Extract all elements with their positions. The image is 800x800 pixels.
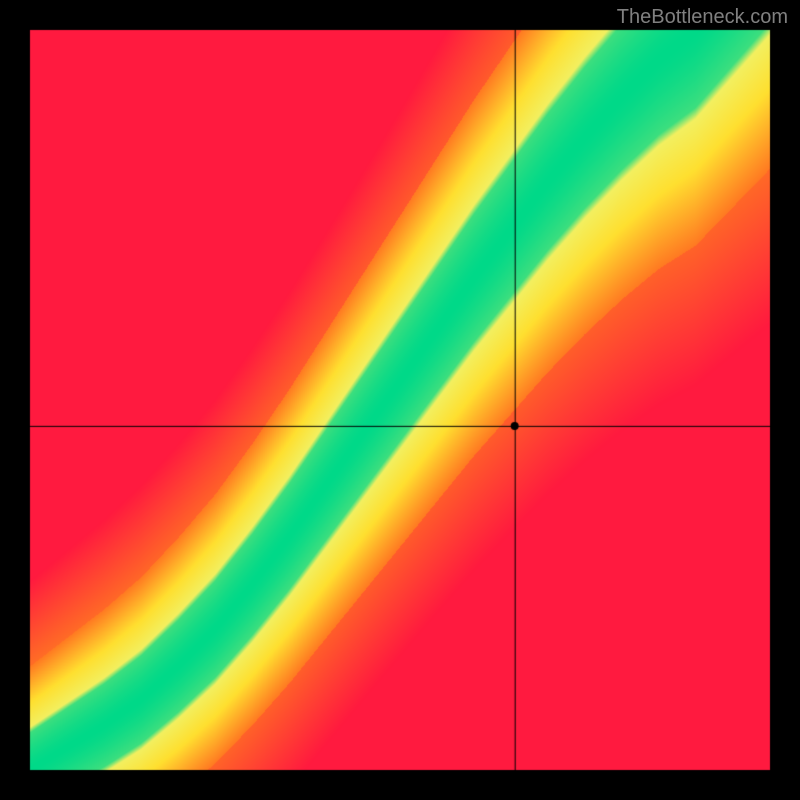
bottleneck-heatmap bbox=[0, 0, 800, 800]
chart-container: TheBottleneck.com bbox=[0, 0, 800, 800]
watermark-text: TheBottleneck.com bbox=[617, 6, 788, 29]
